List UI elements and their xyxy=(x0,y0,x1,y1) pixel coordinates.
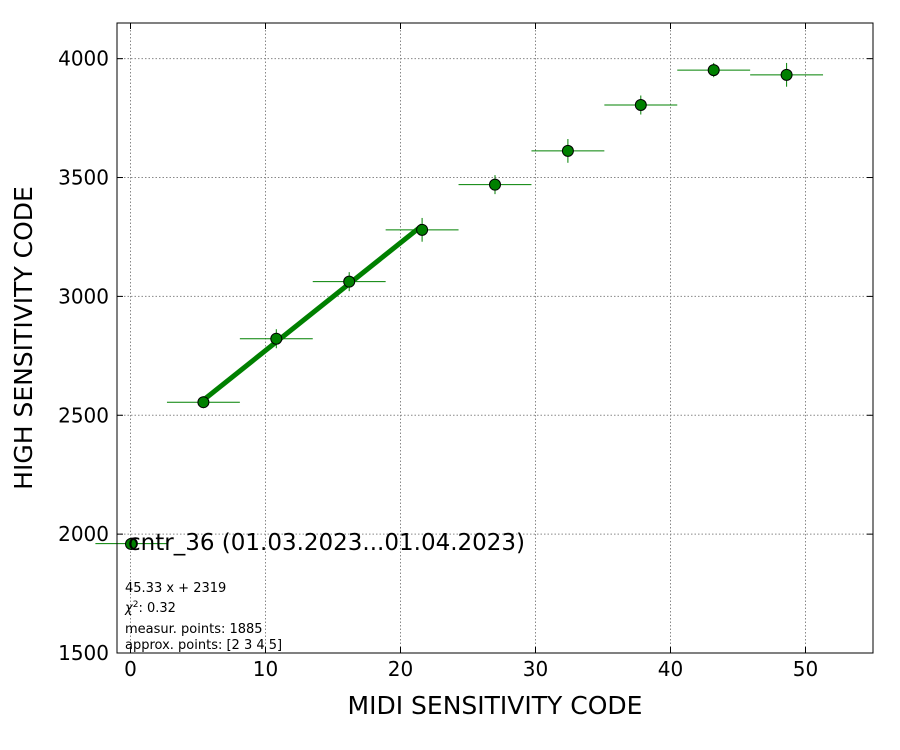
x-tick-label: 30 xyxy=(523,657,548,681)
fit-line xyxy=(201,223,424,403)
data-point xyxy=(385,217,459,242)
y-tick-label: 4000 xyxy=(58,47,109,71)
legend-label: cntr_36 (01.03.2023...01.04.2023) xyxy=(128,530,525,556)
fit-info: 45.33 x + 2319 χ2: 0.32 measur. points: … xyxy=(124,581,282,653)
x-tick-label: 40 xyxy=(658,657,683,681)
x-tick-label: 20 xyxy=(388,657,413,681)
y-tick-label: 2500 xyxy=(58,403,109,427)
data-point xyxy=(166,396,240,409)
data-point xyxy=(458,175,532,195)
fit-equation: 45.33 x + 2319 xyxy=(125,581,226,596)
point-marker xyxy=(270,332,283,345)
point-marker xyxy=(197,396,210,409)
point-marker xyxy=(634,99,647,112)
point-marker xyxy=(707,64,720,77)
data-point xyxy=(677,62,751,78)
fit-line-group xyxy=(201,223,424,403)
legend: cntr_36 (01.03.2023...01.04.2023) xyxy=(125,530,525,556)
data-point xyxy=(239,329,313,349)
data-point xyxy=(312,272,386,292)
y-tick-label: 2000 xyxy=(58,522,109,546)
chi2-text: χ2: 0.32 xyxy=(124,600,176,616)
y-tick-label: 3000 xyxy=(58,284,109,308)
point-marker xyxy=(561,144,574,157)
measur-points: measur. points: 1885 xyxy=(125,622,263,637)
data-points xyxy=(95,62,824,550)
point-marker xyxy=(489,178,501,191)
chi2-value: : 0.32 xyxy=(138,601,175,616)
y-tick-label: 3500 xyxy=(58,166,109,190)
plot-frame xyxy=(116,22,874,654)
x-axis-label: MIDI SENSITIVITY CODE xyxy=(348,691,643,720)
x-tick-label: 50 xyxy=(793,657,818,681)
x-tick-label: 10 xyxy=(253,657,278,681)
data-point xyxy=(531,139,605,163)
chi2-exponent: 2 xyxy=(133,600,139,610)
axis-ticks: 0 10 20 30 40 50 1500 2000 2500 3000 3500 4000 xyxy=(58,23,873,681)
data-point xyxy=(750,62,824,87)
point-marker xyxy=(343,275,356,288)
y-axis-label: HIGH SENSITIVITY CODE xyxy=(9,186,38,490)
data-point xyxy=(604,95,678,115)
x-tick-label: 0 xyxy=(124,657,137,681)
point-marker xyxy=(416,223,429,236)
chi2-symbol: χ xyxy=(124,601,134,616)
approx-points: approx. points: [2 3 4 5] xyxy=(125,638,282,653)
legend-marker xyxy=(125,538,137,550)
y-tick-label: 1500 xyxy=(58,641,109,665)
point-marker xyxy=(780,68,793,81)
